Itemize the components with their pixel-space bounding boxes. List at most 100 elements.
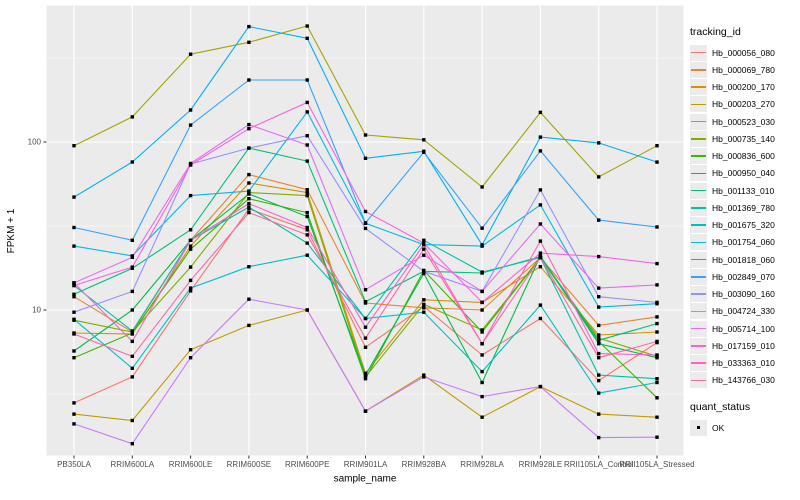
data-point xyxy=(188,123,193,127)
legend-key xyxy=(690,372,707,389)
legend-item-label: Hb_004724_330 xyxy=(712,306,775,317)
data-point xyxy=(305,36,309,40)
data-point xyxy=(422,306,426,310)
data-point xyxy=(305,210,309,215)
data-point xyxy=(480,308,484,312)
data-point xyxy=(655,300,659,305)
x-tick-label: RRIM928LE xyxy=(519,460,563,469)
data-point xyxy=(363,133,368,137)
y-tick-label-100: 100 xyxy=(28,138,42,147)
legend-key xyxy=(690,320,707,337)
data-point xyxy=(130,238,134,242)
legend-item-label: Hb_001754_060 xyxy=(712,237,775,248)
legend-key xyxy=(690,355,707,372)
legend-key-line-icon xyxy=(691,224,706,226)
data-point xyxy=(363,288,368,292)
data-point xyxy=(72,332,76,336)
data-point xyxy=(130,339,134,344)
legend-key xyxy=(690,96,707,113)
data-point xyxy=(247,297,251,301)
data-point xyxy=(130,366,134,370)
legend-key xyxy=(690,286,707,303)
data-point xyxy=(422,373,426,377)
data-point xyxy=(247,146,251,150)
data-point xyxy=(422,242,426,247)
legend-item-label: Hb_000056_080 xyxy=(712,47,775,58)
data-point xyxy=(72,310,76,314)
data-point xyxy=(597,323,601,328)
data-point xyxy=(480,330,484,334)
data-point xyxy=(655,435,659,439)
data-point xyxy=(130,308,134,312)
legend-item-label: Hb_002849_070 xyxy=(712,271,775,282)
legend-key xyxy=(690,182,707,199)
legend-key-line-icon xyxy=(691,207,706,209)
data-point xyxy=(188,193,193,198)
data-point xyxy=(655,144,659,148)
data-point xyxy=(72,292,76,296)
legend-key-line-icon xyxy=(691,172,706,175)
data-point xyxy=(305,241,309,245)
data-point xyxy=(188,108,193,112)
data-point xyxy=(480,243,484,247)
data-point xyxy=(597,373,601,377)
data-point xyxy=(247,172,251,177)
data-point xyxy=(72,144,76,148)
data-point xyxy=(480,226,484,230)
legend-item-label: Hb_000523_030 xyxy=(712,116,775,127)
legend-item-label: Hb_143766_030 xyxy=(712,375,775,386)
data-point xyxy=(247,78,251,82)
data-point xyxy=(538,316,543,321)
data-point xyxy=(538,135,543,139)
data-point xyxy=(72,349,76,353)
legend-item-label: Hb_017159_010 xyxy=(712,340,775,351)
data-point xyxy=(655,380,659,385)
legend-item-label: Hb_000069_780 xyxy=(712,64,775,75)
legend: tracking_id Hb_000056_080 Hb_000069_780 Hb… xyxy=(690,26,798,436)
legend-key-line-icon xyxy=(691,345,706,347)
legend-key-line-icon xyxy=(691,379,706,382)
x-tick-label: RRII105LA_Stressed xyxy=(619,460,694,469)
data-point xyxy=(480,185,484,189)
x-tick-label: RRIM600PE xyxy=(285,460,329,469)
data-point xyxy=(480,328,484,332)
data-point xyxy=(480,353,484,357)
legend-key xyxy=(690,44,707,61)
x-tick-label: RRIM928LA xyxy=(460,460,504,469)
data-point xyxy=(305,225,309,230)
legend-item-label: Hb_003090_160 xyxy=(712,289,775,300)
data-point xyxy=(597,286,601,290)
legend-key-line-icon xyxy=(691,258,706,261)
legend-item: Hb_000203_270 xyxy=(690,96,798,113)
data-point xyxy=(72,295,76,299)
data-point xyxy=(363,325,368,329)
legend-key xyxy=(690,303,707,320)
data-point xyxy=(655,415,659,419)
data-point xyxy=(480,289,484,294)
data-point xyxy=(188,163,193,167)
data-point xyxy=(480,394,484,399)
legend-key-line-icon xyxy=(691,69,706,71)
data-point xyxy=(247,210,251,215)
data-point xyxy=(72,195,76,199)
data-point xyxy=(480,369,484,374)
legend-key xyxy=(690,113,707,130)
data-point xyxy=(422,271,426,276)
data-point xyxy=(72,281,76,285)
legend-key-line-icon xyxy=(691,241,706,244)
legend-key xyxy=(690,251,707,268)
legend-title-quant-status: quant_status xyxy=(690,401,751,413)
legend-item: Hb_000735_140 xyxy=(690,130,798,147)
data-point xyxy=(72,244,76,248)
data-point xyxy=(480,270,484,274)
data-point xyxy=(538,188,543,192)
data-point xyxy=(130,329,134,333)
data-point xyxy=(305,308,309,312)
data-point xyxy=(130,331,134,335)
legend-key-line-icon xyxy=(691,86,706,88)
black-square-marker-icon xyxy=(696,425,701,430)
x-tick-label: RRIM901LA xyxy=(344,460,388,469)
data-point xyxy=(597,356,601,360)
data-point xyxy=(538,222,543,226)
data-point xyxy=(247,207,251,211)
